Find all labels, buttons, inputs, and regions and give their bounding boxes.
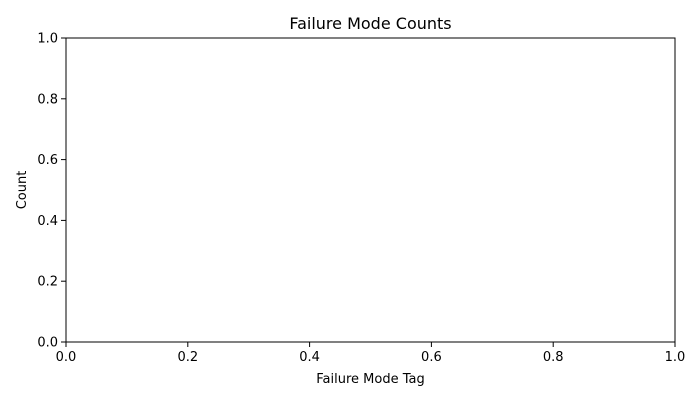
plot-area xyxy=(65,37,676,343)
y-tick-label: 0.8 xyxy=(37,92,58,107)
x-tick-label: 0.6 xyxy=(421,350,442,365)
y-tick-label: 0.2 xyxy=(37,275,58,290)
y-axis-ticks: 0.0 0.2 0.4 0.6 0.8 1.0 xyxy=(37,32,66,351)
x-tick-label: 1.0 xyxy=(665,350,686,365)
y-tick-label: 0.6 xyxy=(37,153,58,168)
x-tick-label: 0.4 xyxy=(299,350,320,365)
x-axis-ticks: 0.0 0.2 0.4 0.6 0.8 1.0 xyxy=(56,342,686,365)
y-tick-label: 0.4 xyxy=(37,214,58,229)
x-axis-label: Failure Mode Tag xyxy=(316,372,424,387)
x-tick-label: 0.2 xyxy=(177,350,198,365)
y-tick-label: 0.0 xyxy=(37,336,58,351)
chart-title: Failure Mode Counts xyxy=(289,14,451,33)
y-tick-label: 1.0 xyxy=(37,32,58,47)
x-tick-label: 0.8 xyxy=(543,350,564,365)
x-tick-label: 0.0 xyxy=(56,350,77,365)
y-axis-label: Count xyxy=(15,171,30,210)
